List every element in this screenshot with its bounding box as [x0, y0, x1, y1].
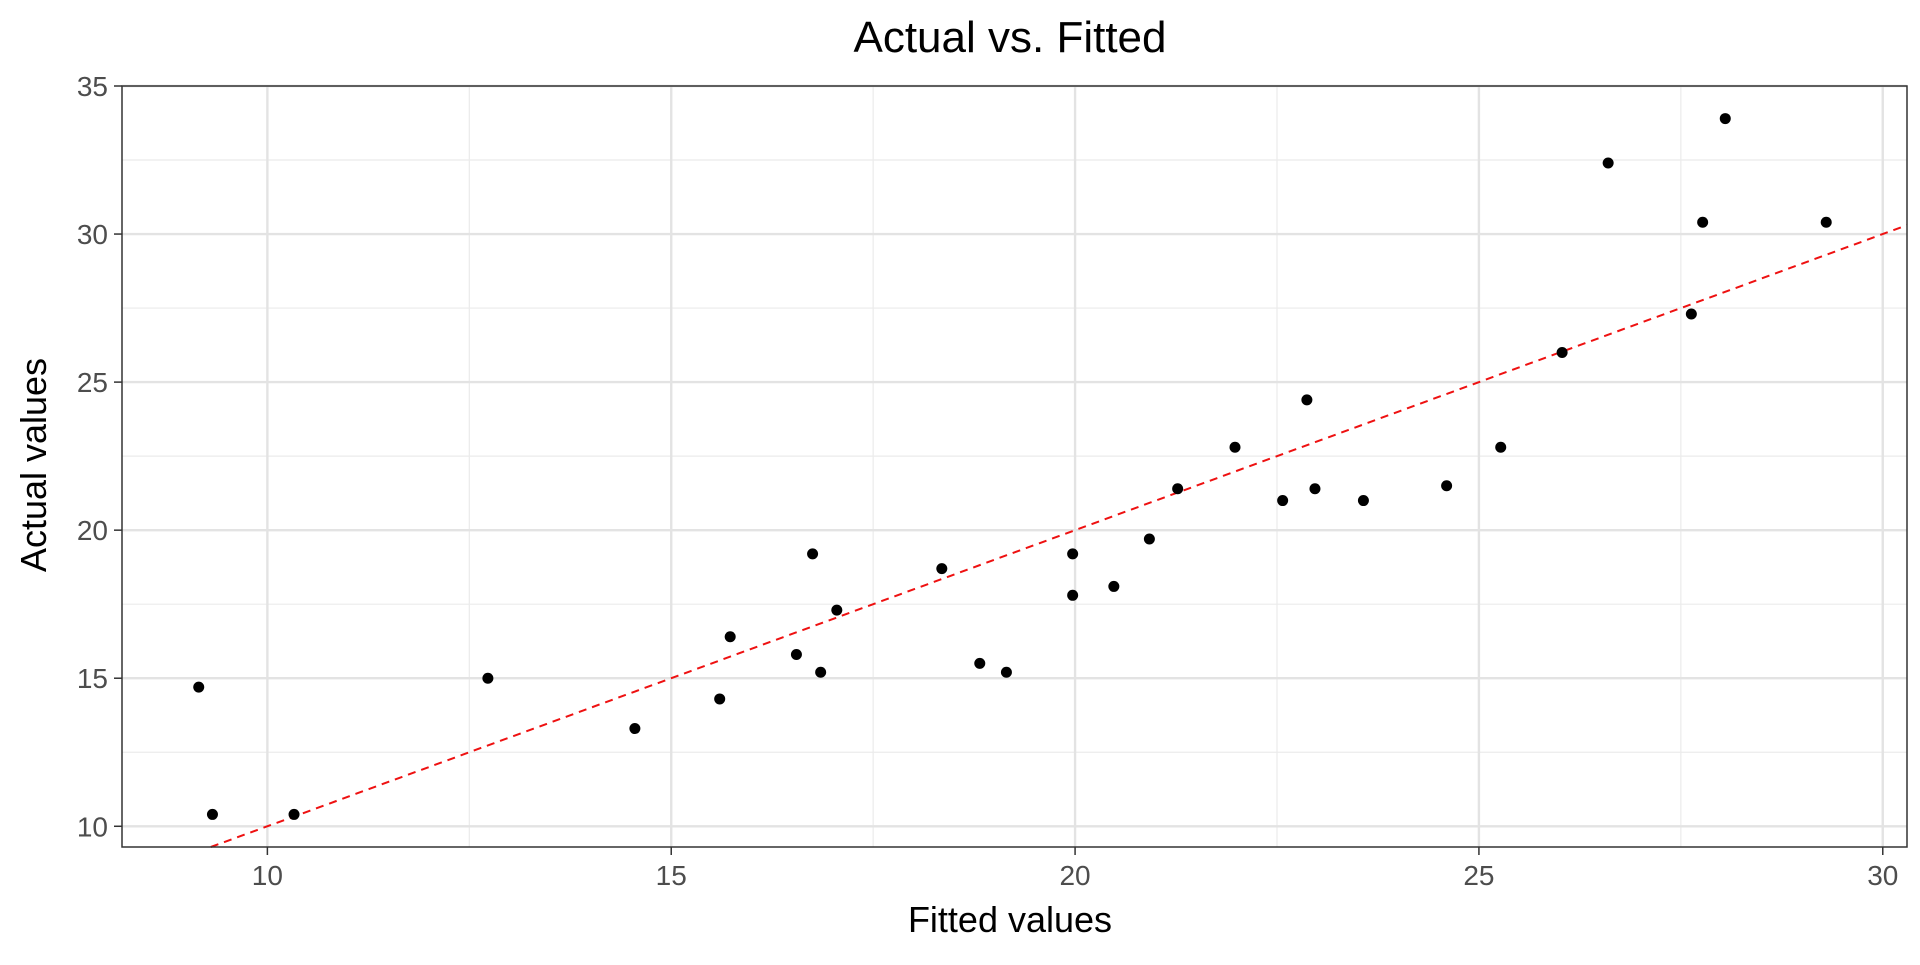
- data-point: [1000, 666, 1012, 678]
- data-point: [1602, 157, 1614, 169]
- data-point: [1229, 441, 1241, 453]
- x-tick-label: 25: [1463, 860, 1494, 891]
- data-point: [724, 631, 736, 643]
- reference-line-layer: [210, 224, 1908, 848]
- data-point: [1108, 580, 1120, 592]
- y-tick-label: 25: [77, 367, 108, 398]
- x-tick-label: 10: [252, 860, 283, 891]
- data-point: [1357, 495, 1369, 507]
- y-tick-label: 35: [77, 71, 108, 102]
- y-tick-label: 15: [77, 663, 108, 694]
- data-point: [831, 604, 843, 616]
- data-point: [1685, 308, 1697, 320]
- data-point: [1697, 216, 1709, 228]
- data-point: [1719, 113, 1731, 125]
- reference-line: [210, 224, 1908, 848]
- data-point: [714, 693, 726, 705]
- data-point: [1309, 483, 1321, 495]
- data-point: [1067, 548, 1079, 560]
- x-tick-label: 15: [656, 860, 687, 891]
- data-point: [1143, 533, 1155, 545]
- data-point: [936, 563, 948, 575]
- data-points: [193, 113, 1832, 820]
- grid-lines: [122, 84, 1907, 847]
- data-point: [629, 723, 641, 735]
- data-point: [193, 681, 205, 693]
- data-point: [1067, 589, 1079, 601]
- y-tick-label: 30: [77, 219, 108, 250]
- data-point: [1495, 441, 1507, 453]
- y-tick-label: 20: [77, 515, 108, 546]
- data-point: [815, 666, 827, 678]
- x-axis: 10 15 20 25 30: [252, 847, 1898, 891]
- data-point: [1301, 394, 1313, 406]
- x-tick-label: 20: [1059, 860, 1090, 891]
- y-tick-label: 10: [77, 811, 108, 842]
- data-point: [206, 808, 218, 820]
- data-point: [1172, 483, 1184, 495]
- panel-border: [121, 85, 1908, 848]
- data-point: [974, 657, 986, 669]
- y-axis-title: Actual values: [13, 358, 54, 572]
- x-tick-label: 30: [1867, 860, 1898, 891]
- y-axis: 10 15 20 25 30 35: [77, 71, 122, 842]
- data-point: [1820, 216, 1832, 228]
- data-point: [1277, 495, 1289, 507]
- data-point: [790, 649, 802, 661]
- x-axis-title: Fitted values: [908, 899, 1112, 940]
- data-point: [1441, 480, 1453, 492]
- data-point: [288, 808, 300, 820]
- data-point: [1556, 346, 1568, 358]
- chart-title: Actual vs. Fitted: [853, 13, 1166, 62]
- data-point: [482, 672, 494, 684]
- data-point: [807, 548, 819, 560]
